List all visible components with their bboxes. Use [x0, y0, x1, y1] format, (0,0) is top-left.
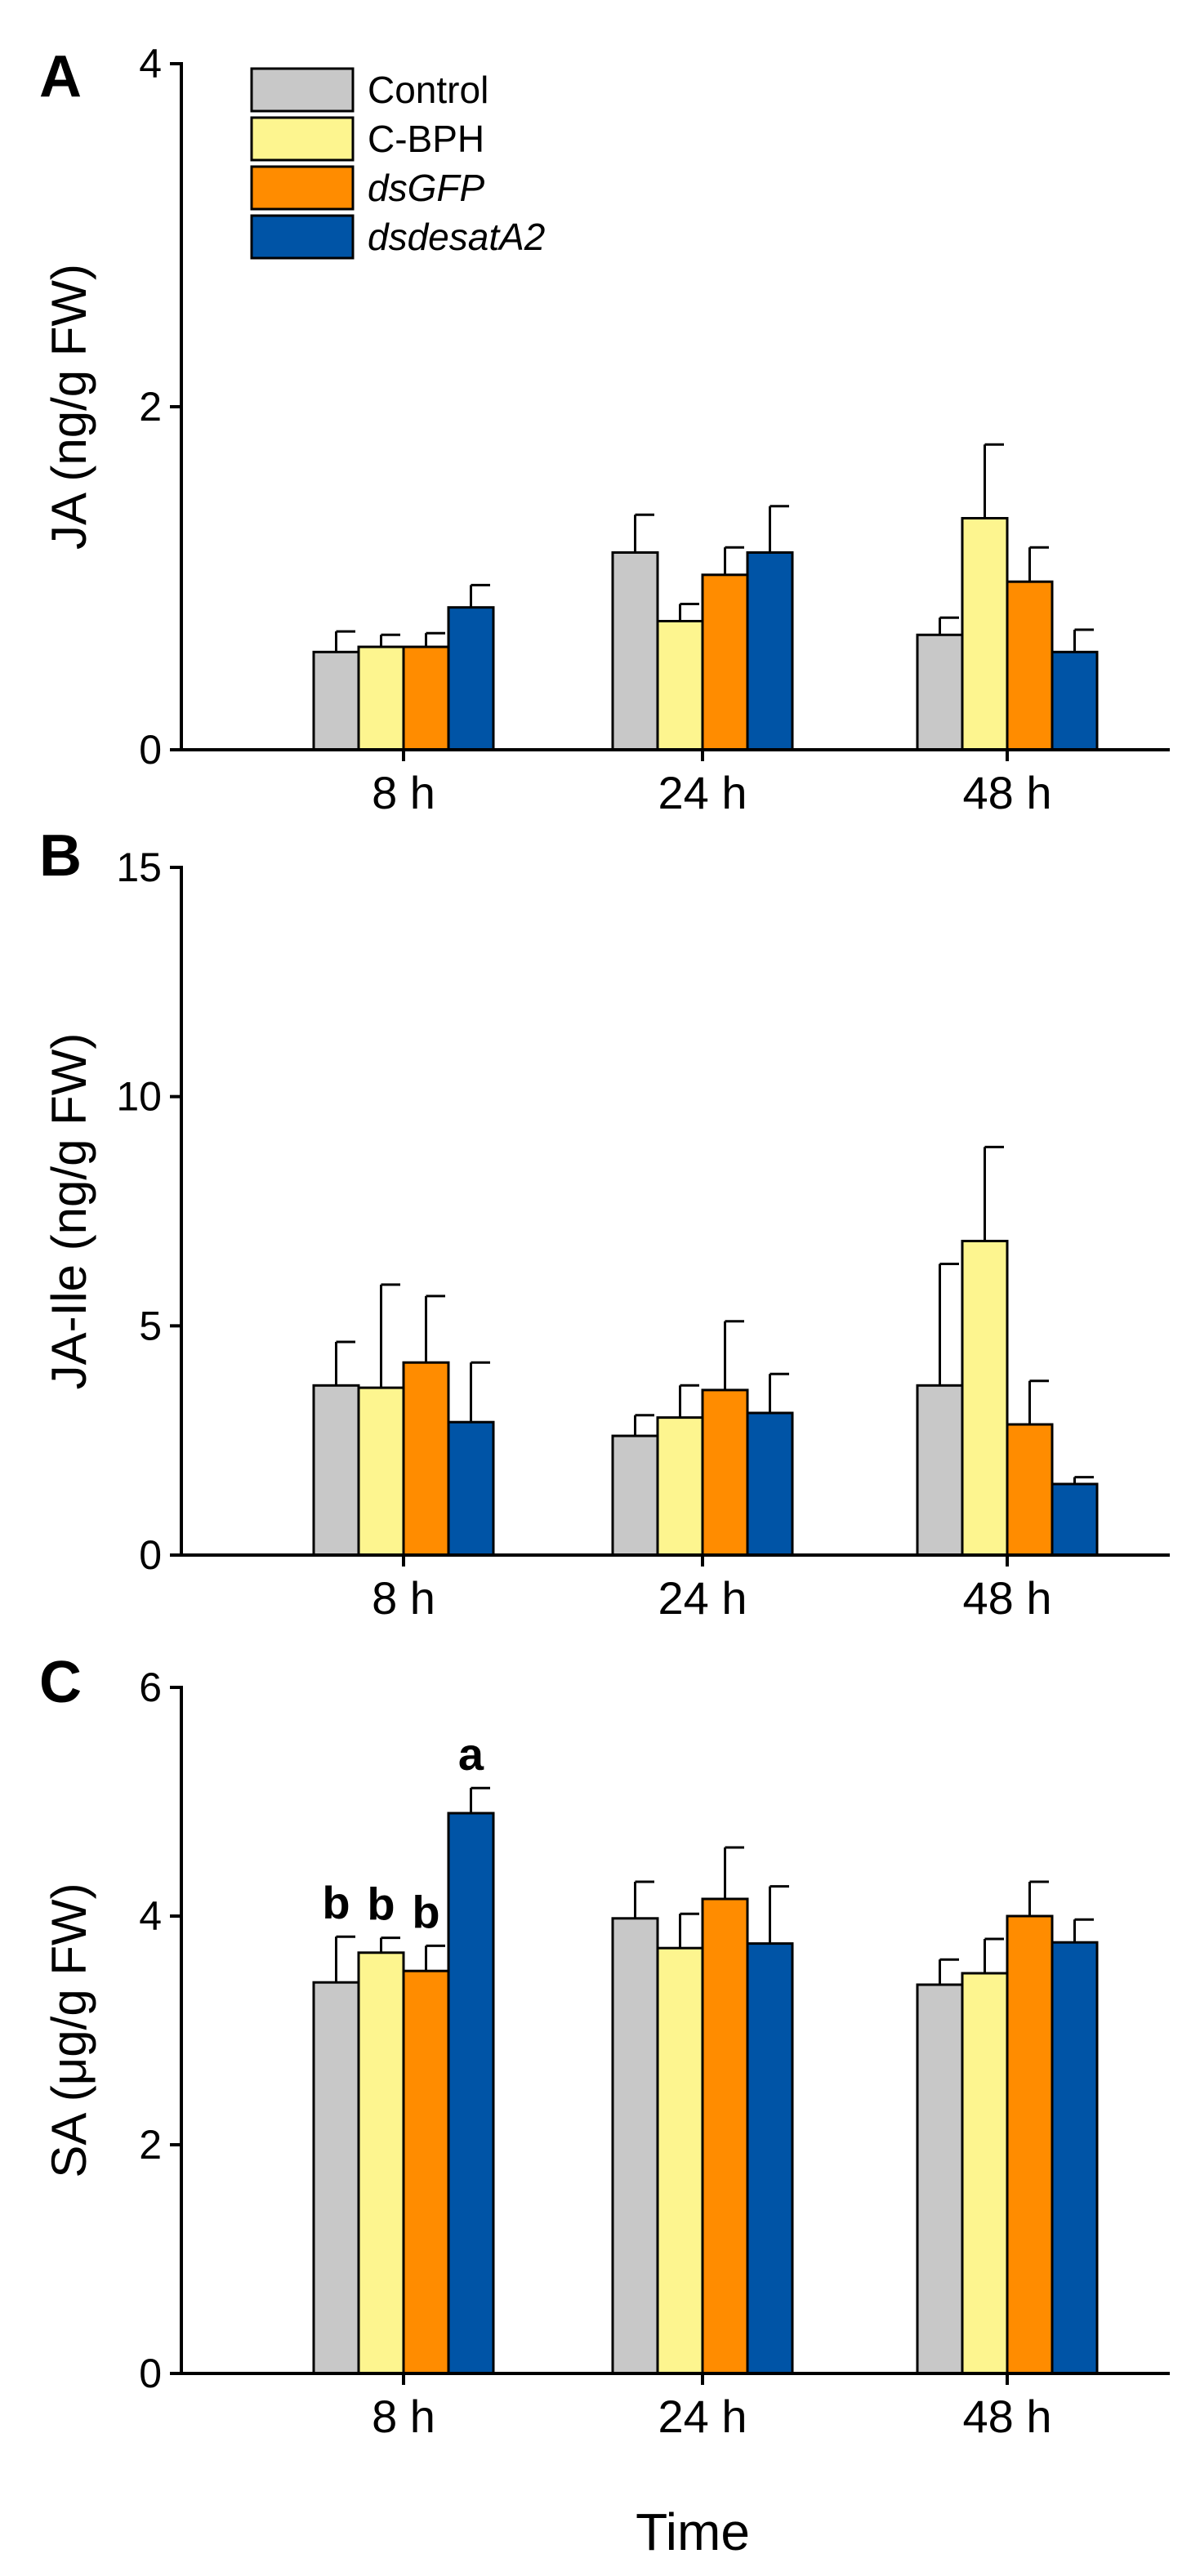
x-tick-label: 48 h — [963, 767, 1052, 818]
x-tick-label: 48 h — [963, 2391, 1052, 2442]
y-tick-label: 0 — [139, 1532, 162, 1578]
y-tick-label: 10 — [116, 1074, 162, 1120]
bar-c-bph-48-h — [961, 517, 1009, 751]
significance-letter: b — [367, 1879, 395, 1930]
bar-dsdesata2-24-h — [746, 551, 794, 751]
significance-letter: a — [458, 1728, 484, 1780]
bar-dsgfp-8-h — [402, 1969, 450, 2375]
bar-dsdesata2-24-h — [746, 1411, 794, 1557]
bar-control-8-h — [312, 650, 360, 751]
legend-swatch-control — [250, 67, 355, 113]
bar-c-bph-24-h — [656, 1416, 704, 1557]
bar-dsgfp-8-h — [402, 1361, 450, 1557]
bar-dsdesata2-48-h — [1051, 1941, 1099, 2375]
legend-swatch-dsdesata2 — [250, 214, 355, 260]
x-tick-label: 24 h — [658, 2391, 747, 2442]
y-tick-label: 15 — [116, 845, 162, 890]
y-tick-label: 6 — [139, 1665, 162, 1710]
panel-b: 8 h 24 h 48 h 0 5 10 15 JA-Ile (ng/g FW) B — [39, 823, 1170, 1624]
bar-c-bph-8-h — [357, 1951, 405, 2375]
panel-letter: B — [39, 823, 82, 889]
y-tick-label: 2 — [139, 384, 162, 430]
bar-dsdesata2-8-h — [447, 1812, 495, 2375]
panel-letter: C — [39, 1650, 82, 1715]
bar-dsdesata2-24-h — [746, 1942, 794, 2375]
bar-dsgfp-48-h — [1006, 1914, 1054, 2375]
y-tick-label: 0 — [139, 727, 162, 773]
x-axis-title: Time — [636, 2502, 750, 2561]
y-tick-label: 5 — [139, 1303, 162, 1348]
bar-c-bph-48-h — [961, 1239, 1009, 1557]
bar-dsdesata2-48-h — [1051, 1482, 1099, 1557]
y-tick-label: 4 — [139, 41, 162, 87]
bar-dsgfp-8-h — [402, 645, 450, 751]
legend-label-dsdesata2: dsdesatA2 — [368, 216, 545, 258]
bar-control-8-h — [312, 1384, 360, 1557]
bar-dsdesata2-8-h — [447, 1420, 495, 1557]
bar-control-8-h — [312, 1981, 360, 2375]
bar-control-48-h — [916, 1384, 964, 1557]
bar-c-bph-8-h — [357, 1386, 405, 1557]
bar-control-48-h — [916, 1983, 964, 2375]
bar-control-24-h — [611, 1917, 659, 2375]
bar-c-bph-48-h — [961, 1972, 1009, 2375]
bar-c-bph-24-h — [656, 620, 704, 751]
bar-c-bph-8-h — [357, 645, 405, 751]
legend-swatch-dsgfp — [250, 165, 355, 211]
bar-control-48-h — [916, 633, 964, 751]
bar-dsgfp-48-h — [1006, 580, 1054, 751]
legend-label-c-bph: C-BPH — [368, 118, 484, 160]
y-axis-label: JA-Ile (ng/g FW) — [42, 1033, 96, 1390]
bar-c-bph-24-h — [656, 1946, 704, 2375]
significance-letter: b — [412, 1886, 439, 1937]
legend-label-control: Control — [368, 69, 488, 111]
x-tick-label: 24 h — [658, 1572, 747, 1624]
bar-dsgfp-24-h — [701, 1897, 749, 2375]
bar-dsdesata2-48-h — [1051, 650, 1099, 751]
x-tick-label: 8 h — [372, 767, 435, 818]
x-tick-label: 8 h — [372, 2391, 435, 2442]
bar-dsdesata2-8-h — [447, 606, 495, 751]
y-tick-label: 0 — [139, 2351, 162, 2396]
legend-label-dsgfp: dsGFP — [368, 167, 484, 209]
bar-dsgfp-24-h — [701, 573, 749, 751]
significance-letter: b — [322, 1877, 350, 1928]
bar-dsgfp-24-h — [701, 1388, 749, 1557]
bar-control-24-h — [611, 1434, 659, 1557]
y-axis-label: SA (μg/g FW) — [42, 1883, 96, 2177]
legend-swatch-c-bph — [250, 116, 355, 162]
y-tick-label: 2 — [139, 2122, 162, 2168]
x-tick-label: 8 h — [372, 1572, 435, 1624]
panel-letter: A — [39, 44, 82, 109]
bar-dsgfp-48-h — [1006, 1423, 1054, 1557]
y-tick-label: 4 — [139, 1893, 162, 1939]
y-axis-label: JA (ng/g FW) — [42, 264, 96, 550]
bar-control-24-h — [611, 551, 659, 751]
legend: Control C-BPH dsGFP dsdesatA2 — [250, 67, 545, 260]
x-tick-label: 48 h — [963, 1572, 1052, 1624]
x-tick-label: 24 h — [658, 767, 747, 818]
panel-a: 8 h 24 h 48 h 0 2 4 JA (ng/g FW) A — [39, 41, 1170, 818]
